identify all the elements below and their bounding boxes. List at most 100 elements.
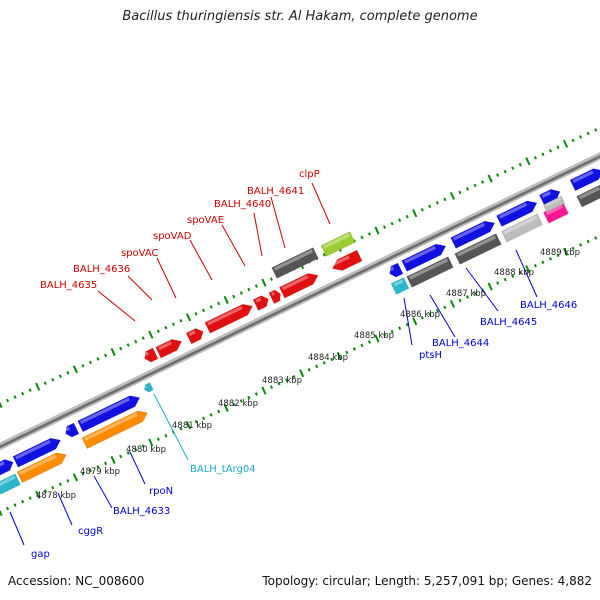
inner-tick (518, 270, 522, 275)
inner-tick (374, 334, 380, 343)
gene-label: BALH_4645 (480, 317, 537, 328)
outer-tick (405, 214, 409, 219)
inner-tick (405, 322, 409, 327)
tick-rows (0, 128, 598, 517)
outer-tick (579, 135, 583, 139)
gene-arrow (450, 220, 496, 249)
inner-tick (104, 461, 108, 466)
scale-label: 4886 kbp (400, 310, 440, 320)
inner-tick (548, 257, 552, 261)
inner-tick (72, 473, 78, 482)
scale-labels: 4878 kbp 4879 kbp 4880 kbp 4881 kbp 4882 kbp… (36, 248, 580, 501)
inner-tick (443, 305, 447, 310)
inner-tick (126, 451, 130, 455)
scale-label: 4885 kbp (354, 331, 394, 341)
gene-arrow (268, 289, 281, 304)
gene-labels: BALH_4635 BALH_4636 spoVAC spoVAD spoVAE BALH… (31, 169, 577, 560)
inner-tick (239, 399, 243, 403)
scale-label: 4887 kbp (446, 289, 486, 299)
accession-text: Accession: NC_008600 (8, 574, 145, 588)
gene-arrow (389, 262, 404, 278)
gene-arrow (144, 347, 159, 363)
outer-tick (171, 322, 175, 327)
inner-tick (330, 357, 334, 362)
inner-tick (299, 369, 305, 378)
inner-tick (269, 385, 273, 389)
outer-tick (209, 305, 213, 309)
outer-tick (533, 155, 537, 160)
inner-tick (594, 236, 598, 240)
outer-tick (247, 287, 251, 292)
inner-tick (148, 438, 154, 447)
inner-tick (579, 243, 583, 247)
scale-label: 4889 kbp (540, 248, 580, 258)
outer-tick (503, 169, 507, 174)
map-title: Bacillus thuringiensis str. Al Hakam, co… (122, 9, 478, 24)
gene-arrow (252, 295, 269, 311)
scale-label: 4882 kbp (218, 399, 258, 409)
inner-tick (428, 312, 432, 317)
scale-label: 4880 kbp (126, 445, 166, 455)
gene-label: gap (31, 549, 50, 560)
inner-tick (194, 420, 198, 424)
outer-tick (352, 239, 356, 243)
inner-tick (390, 329, 394, 334)
gene-arrow (496, 200, 538, 227)
gene-arrow (542, 195, 566, 213)
outer-tick (420, 207, 424, 212)
outer-tick (141, 336, 145, 340)
outer-tick (239, 291, 243, 295)
inner-tick (533, 263, 537, 268)
gene-arrow (569, 168, 600, 192)
outer-tick (473, 183, 477, 188)
outer-tick (390, 221, 394, 226)
outer-tick (148, 330, 154, 339)
inner-tick (556, 253, 560, 258)
gene-label: ptsH (419, 350, 442, 361)
leader-line (189, 239, 213, 281)
leader-line (515, 249, 538, 298)
outer-tick (202, 308, 206, 313)
gene-arrow (390, 277, 410, 295)
inner-tick (449, 299, 456, 308)
inner-tick (336, 351, 342, 360)
inner-tick (322, 361, 326, 365)
outer-tick (28, 388, 32, 392)
inner-tick (487, 282, 493, 291)
gene-features (0, 168, 600, 495)
outer-tick (66, 371, 70, 375)
outer-tick (443, 197, 447, 202)
gene-label: BALH_4640 (214, 199, 271, 210)
outer-tick (360, 235, 364, 240)
outer-tick (6, 398, 10, 403)
outer-tick (562, 139, 569, 148)
gene-arrow (12, 437, 61, 468)
inner-tick (503, 277, 507, 282)
leader-line (270, 196, 286, 249)
inner-tick (110, 455, 116, 465)
outer-tick (13, 395, 17, 399)
inner-tick (352, 347, 356, 351)
inner-tick (51, 485, 55, 490)
leader-line (129, 451, 146, 485)
inner-tick (66, 479, 70, 483)
inner-tick (261, 386, 267, 395)
inner-tick (367, 340, 372, 344)
leader-line (429, 294, 456, 338)
outer-tick (465, 187, 470, 191)
gene-label: cggR (78, 526, 103, 537)
gene-arrow (576, 184, 600, 208)
leader-line (403, 297, 413, 346)
leader-line (57, 492, 73, 526)
inner-tick (202, 416, 206, 421)
leader-line (221, 224, 246, 267)
outer-tick (179, 318, 183, 323)
inner-tick (223, 403, 229, 412)
inner-tick (292, 374, 296, 379)
outer-tick (110, 347, 116, 357)
scale-label: 4879 kbp (80, 467, 120, 477)
outer-tick (496, 173, 500, 177)
gene-arrow (144, 382, 154, 393)
outer-tick (481, 180, 485, 184)
gene-arrow (0, 473, 21, 495)
